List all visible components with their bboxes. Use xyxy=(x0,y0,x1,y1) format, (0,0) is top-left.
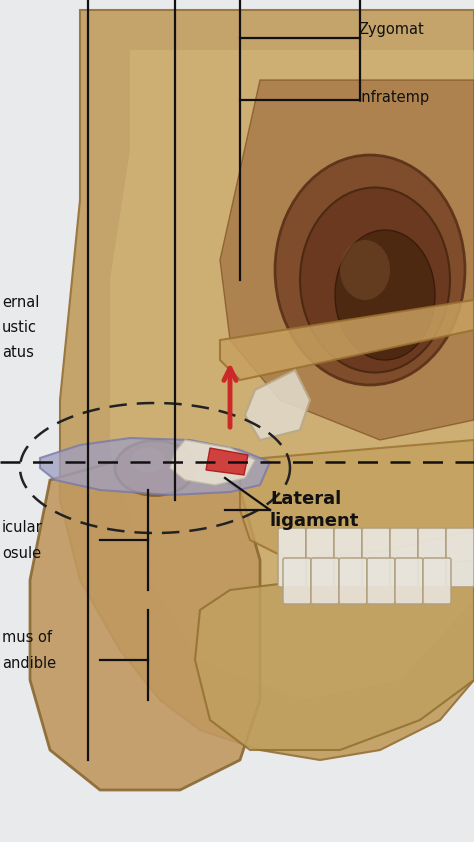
Bar xyxy=(0,0,474,180)
Polygon shape xyxy=(110,50,474,700)
Polygon shape xyxy=(195,560,474,750)
Ellipse shape xyxy=(115,440,195,495)
FancyBboxPatch shape xyxy=(418,528,446,587)
Polygon shape xyxy=(30,460,260,790)
Text: mus of: mus of xyxy=(2,630,52,645)
Polygon shape xyxy=(245,370,310,440)
Text: Zygomat: Zygomat xyxy=(358,22,424,37)
Polygon shape xyxy=(60,10,474,760)
Text: icular: icular xyxy=(2,520,43,535)
Ellipse shape xyxy=(335,230,435,360)
FancyBboxPatch shape xyxy=(278,528,306,587)
Polygon shape xyxy=(206,448,248,475)
FancyBboxPatch shape xyxy=(339,558,367,604)
Polygon shape xyxy=(40,438,270,495)
FancyBboxPatch shape xyxy=(311,558,339,604)
Polygon shape xyxy=(220,300,474,380)
Text: ernal: ernal xyxy=(2,295,39,310)
Text: atus: atus xyxy=(2,345,34,360)
Polygon shape xyxy=(220,80,474,440)
FancyBboxPatch shape xyxy=(306,528,334,587)
Text: andible: andible xyxy=(2,656,56,671)
Text: Infratemp: Infratemp xyxy=(358,90,430,105)
Ellipse shape xyxy=(300,188,450,372)
FancyBboxPatch shape xyxy=(367,558,395,604)
FancyBboxPatch shape xyxy=(446,528,474,587)
Polygon shape xyxy=(240,440,474,560)
Text: Lateral
ligament: Lateral ligament xyxy=(270,490,359,530)
FancyBboxPatch shape xyxy=(390,528,418,587)
FancyBboxPatch shape xyxy=(283,558,311,604)
Text: ustic: ustic xyxy=(2,320,37,335)
Ellipse shape xyxy=(275,155,465,385)
FancyBboxPatch shape xyxy=(334,528,362,587)
Ellipse shape xyxy=(340,240,390,300)
Text: osule: osule xyxy=(2,546,41,561)
Ellipse shape xyxy=(130,447,165,472)
FancyBboxPatch shape xyxy=(362,528,390,587)
FancyBboxPatch shape xyxy=(395,558,423,604)
FancyBboxPatch shape xyxy=(423,558,451,604)
Polygon shape xyxy=(170,440,255,485)
